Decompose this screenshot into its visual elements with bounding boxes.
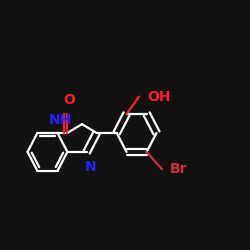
- Text: Br: Br: [170, 162, 187, 176]
- Text: NH: NH: [49, 113, 72, 127]
- Text: N: N: [85, 160, 96, 173]
- Text: O: O: [63, 93, 75, 107]
- Text: OH: OH: [147, 90, 170, 104]
